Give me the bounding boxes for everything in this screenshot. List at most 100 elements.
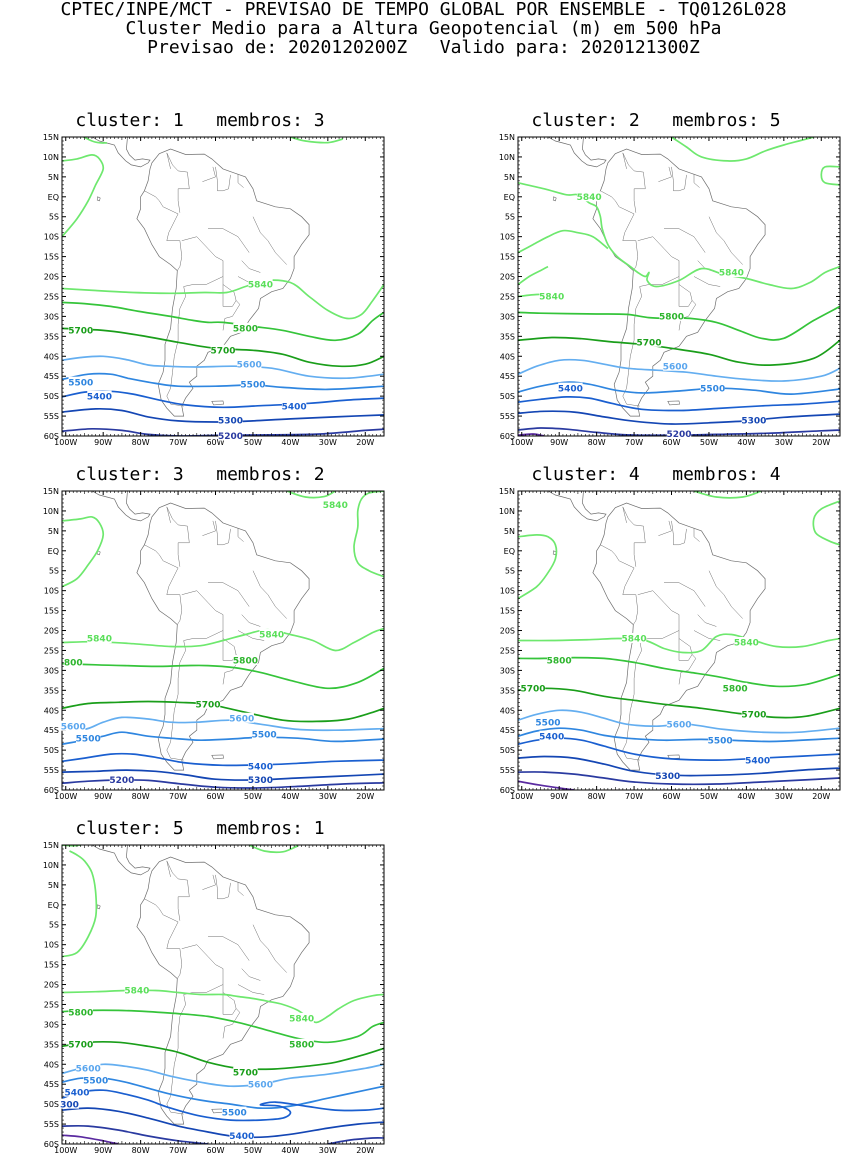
x-tick-label: 80W: [132, 1146, 150, 1155]
x-tick-label: 30W: [775, 792, 793, 801]
contour-line-5840: [518, 534, 558, 600]
x-tick-label: 90W: [94, 1146, 112, 1155]
country-border: [166, 860, 190, 921]
country-border: [237, 984, 265, 995]
contour-line-5100: [518, 780, 575, 790]
geopotential-map: 15N 10N 5N EQ 5S 10S 15S 20S 25S 30S 35S 40S 45S 50S 5…: [43, 118, 385, 447]
contour-label: 5840: [539, 293, 564, 303]
country-border: [241, 614, 261, 627]
contour-line-5840: [353, 491, 384, 578]
contour-label: 5300: [218, 416, 243, 426]
x-tick-label: 100W: [510, 438, 533, 447]
contour-label: 5800: [68, 1009, 93, 1019]
country-border: [208, 936, 250, 961]
y-tick-label: 45S: [500, 726, 515, 735]
contour-label: 5700: [233, 1068, 258, 1078]
country-border: [208, 582, 250, 607]
y-tick-label: 45S: [44, 726, 59, 735]
contour-label: 300: [60, 1100, 79, 1110]
country-border: [237, 882, 244, 896]
contour-line-5800: [62, 301, 384, 342]
country-border: [222, 638, 237, 661]
y-tick-label: 10N: [43, 153, 59, 162]
coastline-south-america: [136, 148, 310, 417]
contour-label: 5400: [248, 762, 273, 772]
contour-label: 5500: [83, 1076, 108, 1086]
island-outline: [211, 400, 225, 406]
x-tick-label: 40W: [281, 792, 299, 801]
country-border: [166, 213, 183, 271]
x-tick-label: 60W: [662, 792, 680, 801]
map-panel-cluster-1: cluster: 1 membros: 3 15N 10N 5N EQ 5S 10S 15S…: [0, 111, 400, 451]
country-border: [708, 216, 743, 265]
country-border: [166, 921, 183, 979]
country-border: [181, 236, 224, 285]
y-tick-label: 10S: [500, 233, 515, 242]
island-outline: [148, 123, 155, 126]
x-tick-label: 100W: [54, 438, 77, 447]
country-border: [671, 520, 685, 546]
x-tick-label: 80W: [132, 792, 150, 801]
contour-line-5300: [518, 755, 840, 777]
contour-label: 5400: [87, 392, 112, 402]
contour-label: 5600: [61, 722, 86, 732]
y-tick-label: 15N: [43, 133, 59, 142]
country-border: [166, 567, 183, 625]
map-panel-cluster-2: cluster: 2 membros: 5 15N 10N 5N EQ 5S 10S 15S…: [456, 111, 847, 451]
panel-title: cluster: 2 membros: 5: [531, 110, 781, 131]
panel-title: cluster: 4 membros: 4: [531, 464, 781, 485]
contour-label: 5500: [535, 718, 560, 728]
country-border: [241, 260, 261, 273]
country-border: [228, 174, 231, 189]
y-tick-label: 15N: [43, 487, 59, 496]
island-outline: [163, 472, 184, 480]
y-tick-label: 5S: [505, 213, 515, 222]
contour-label: 800: [64, 659, 83, 669]
header-line-2: Cluster Medio para a Altura Geopotencial…: [125, 18, 722, 39]
x-tick-label: 20W: [812, 438, 830, 447]
y-tick-label: 35S: [500, 332, 515, 341]
country-border: [637, 236, 680, 285]
x-tick-label: 40W: [737, 792, 755, 801]
geopotential-map: 15N 10N 5N EQ 5S 10S 15S 20S 25S 30S 35S 40S 45S 50S 5…: [499, 487, 841, 801]
panel-title: cluster: 5 membros: 1: [75, 818, 325, 839]
contour-line-5400: [62, 752, 384, 767]
country-border: [166, 640, 186, 761]
coastline-south-america: [136, 502, 310, 771]
y-tick-label: 25S: [44, 292, 59, 301]
y-tick-label: 50S: [44, 1100, 59, 1109]
country-border: [222, 1008, 241, 1039]
x-tick-label: 50W: [700, 438, 718, 447]
x-tick-label: 20W: [812, 792, 830, 801]
x-tick-label: 80W: [588, 792, 606, 801]
y-tick-label: 60S: [44, 786, 59, 795]
contour-label: 5700: [520, 685, 545, 695]
country-border: [166, 506, 190, 567]
coastline-central-america: [90, 137, 151, 168]
contour-label: 5700: [68, 327, 93, 337]
country-border: [678, 300, 697, 331]
contour-label: 5700: [195, 700, 220, 710]
x-tick-label: 60W: [206, 792, 224, 801]
country-border: [202, 520, 216, 536]
contour-line-5400: [518, 396, 840, 412]
x-tick-label: 80W: [132, 438, 150, 447]
y-tick-label: 15N: [499, 133, 515, 142]
y-tick-label: 10N: [43, 861, 59, 870]
country-border: [664, 228, 706, 253]
country-border: [183, 630, 224, 641]
island-outline: [163, 118, 184, 126]
contour-label: 5200: [666, 430, 691, 440]
contour-line-5800: [518, 656, 840, 688]
y-tick-label: 5S: [505, 567, 515, 576]
contour-label: 5840: [734, 639, 759, 649]
island-outline: [211, 754, 225, 760]
x-tick-label: 70W: [169, 1146, 187, 1155]
contour-line-5200: [327, 1137, 384, 1144]
island-outline: [619, 118, 640, 126]
country-border: [237, 528, 244, 542]
map-panel-cluster-5: cluster: 5 membros: 1 15N 10N 5N EQ 5S 10S 15S…: [0, 819, 400, 1159]
contour-label: 5700: [741, 710, 766, 720]
geopotential-map: 15N 10N 5N EQ 5S 10S 15S 20S 25S 30S 35S 40S 45S 50S 5…: [43, 472, 385, 801]
contour-label: 5840: [323, 501, 348, 511]
